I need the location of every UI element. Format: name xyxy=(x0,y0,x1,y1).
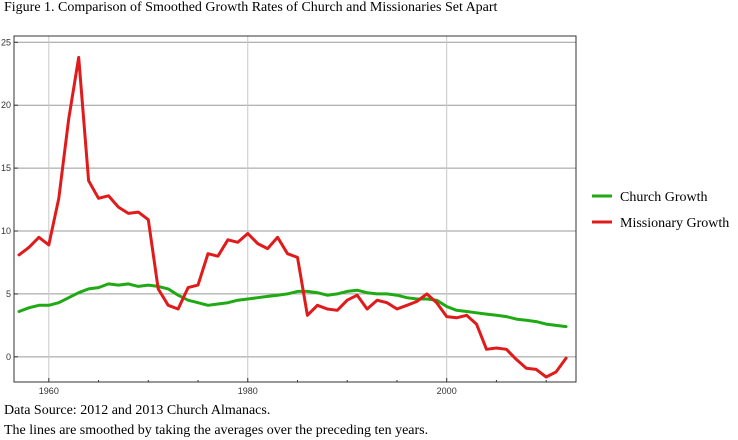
series-line-missionary-growth xyxy=(17,55,568,379)
figure-title: Figure 1. Comparison of Smoothed Growth … xyxy=(4,0,498,15)
line-chart: 0 5 10 15 20 25 1960 1980 2000 Church Growth Miss… xyxy=(1,35,729,396)
y-tick-label-0: 0 xyxy=(6,352,11,362)
legend-label-missionary-growth: Missionary Growth xyxy=(620,216,729,231)
footnote-data-source: Data Source: 2012 and 2013 Church Almana… xyxy=(4,403,271,418)
legend-label-church-growth: Church Growth xyxy=(620,190,708,205)
x-tick-label-2000: 2000 xyxy=(437,386,457,396)
series-line-church-growth xyxy=(17,282,568,329)
plot-frame xyxy=(13,35,577,383)
x-tick-label-1980: 1980 xyxy=(238,386,258,396)
y-tick-label-5: 5 xyxy=(6,289,11,299)
y-tick-label-10: 10 xyxy=(1,226,11,236)
footnote-smoothing: The lines are smoothed by taking the ave… xyxy=(4,423,429,438)
x-tick-label-1960: 1960 xyxy=(39,386,59,396)
y-tick-label-25: 25 xyxy=(1,37,11,47)
y-tick-label-15: 15 xyxy=(1,163,11,173)
y-tick-label-20: 20 xyxy=(1,100,11,110)
